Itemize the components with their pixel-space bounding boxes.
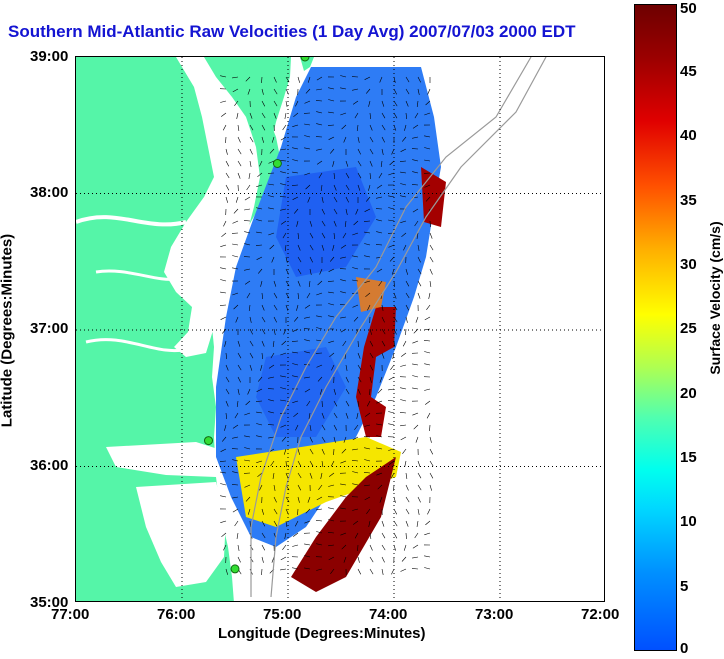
velocity-field-core [276, 167, 376, 277]
y-tick-label: 36:00 [30, 457, 69, 474]
colorbar-tick-label: 20 [680, 385, 697, 402]
x-axis-label: Longitude (Degrees:Minutes) [218, 625, 426, 642]
bathymetry-contour-2 [270, 57, 547, 598]
colorbar-tick-label: 10 [680, 513, 697, 530]
colorbar-tick-label: 25 [680, 320, 697, 337]
velocity-field-red-east-1 [421, 167, 446, 227]
colorbar-tick-label: 45 [680, 63, 697, 80]
colorbar-tick-label: 0 [680, 640, 689, 657]
albemarle-sound [106, 442, 218, 477]
x-tick-label: 76:00 [157, 606, 196, 623]
map-title: Southern Mid-Atlantic Raw Velocities (1 … [8, 22, 576, 41]
velocity-field-mid [256, 347, 346, 437]
y-tick-label: 39:00 [30, 48, 69, 65]
colorbar-tick-label: 35 [680, 192, 697, 209]
x-tick-label: 74:00 [369, 606, 408, 623]
y-tick-label: 38:00 [30, 184, 69, 201]
chesapeake-bay [164, 57, 260, 357]
radar-station-marker [300, 57, 310, 62]
radar-station-marker [230, 564, 240, 574]
map-grid [76, 57, 604, 601]
colorbar-tick-label: 5 [680, 578, 689, 595]
x-tick-label: 73:00 [475, 606, 514, 623]
bathymetry-contour-1 [250, 57, 532, 597]
colorbar-tick-label: 40 [680, 127, 697, 144]
colorbar-tick-label: 50 [680, 0, 697, 17]
colorbar [634, 4, 677, 651]
radar-station-marker [204, 436, 213, 446]
x-tick-label: 77:00 [51, 606, 90, 623]
y-tick-label: 35:00 [30, 594, 69, 611]
map-svg [76, 57, 604, 601]
velocity-field-red-south [291, 457, 396, 592]
velocity-field [216, 67, 446, 592]
radar-station-marker [272, 159, 282, 168]
y-tick-label: 37:00 [30, 320, 69, 337]
pamlico-sound [136, 482, 226, 587]
colorbar-tick-label: 15 [680, 449, 697, 466]
velocity-field-red-east-2 [356, 307, 396, 437]
x-tick-label: 75:00 [263, 606, 302, 623]
x-tick-label: 72:00 [581, 606, 620, 623]
velocity-field-yellow-band [236, 437, 401, 527]
colorbar-tick-label: 30 [680, 256, 697, 273]
y-axis-label: Latitude (Degrees:Minutes) [0, 233, 16, 428]
radar-stations [204, 57, 310, 574]
colorbar-label: Surface Velocity (cm/s) [707, 221, 723, 375]
river-potomac [76, 215, 187, 227]
velocity-map-plot [75, 56, 605, 602]
river-james [85, 338, 189, 352]
river-rappahannock [95, 269, 177, 281]
